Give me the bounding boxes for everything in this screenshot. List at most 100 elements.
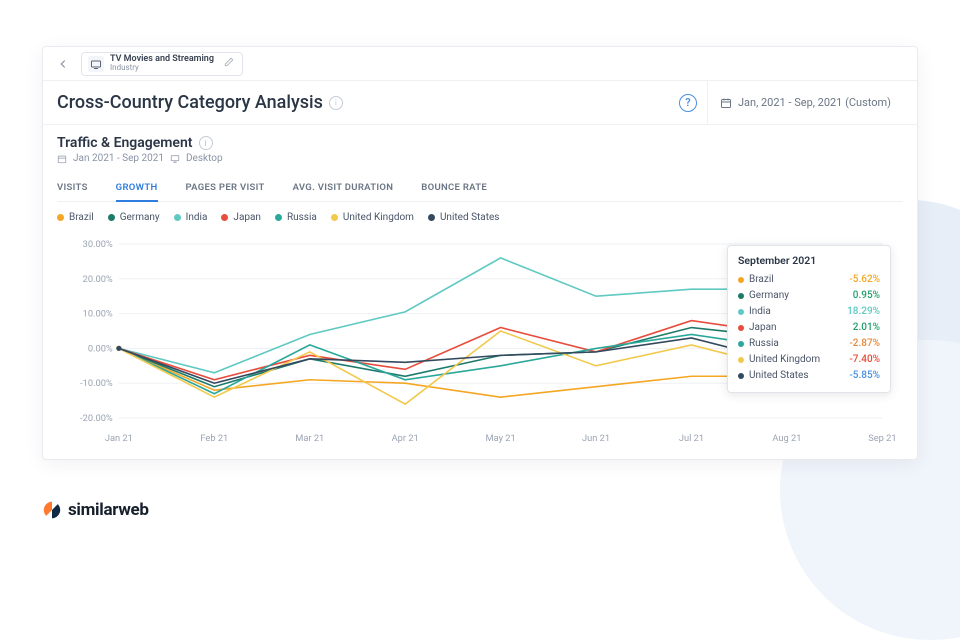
legend-label: Brazil [69,212,94,223]
svg-text:Feb 21: Feb 21 [200,434,228,444]
section-meta: Jan 2021 - Sep 2021 Desktop [57,153,903,164]
svg-text:Jul 21: Jul 21 [679,434,704,444]
chart-container: -20.00%-10.00%0.00%10.00%20.00%30.00%Jan… [57,227,903,447]
tooltip-row: Russia -2.87% [738,336,880,352]
logo-text: similarweb [68,500,149,520]
legend-item[interactable]: United Kingdom [331,212,414,223]
metric-tabs: VISITS GROWTH PAGES PER VISIT AVG. VISIT DU… [57,174,903,202]
tooltip-label: United States [749,368,809,384]
edit-icon[interactable] [224,57,234,70]
svg-text:10.00%: 10.00% [83,310,113,320]
date-range-selector[interactable]: Jan, 2021 - Sep, 2021 (Custom) [707,81,903,124]
legend-dot [108,214,115,221]
svg-text:Sep 21: Sep 21 [868,434,896,444]
legend-label: India [186,212,208,223]
svg-text:Jun 21: Jun 21 [582,434,610,444]
legend-label: United Kingdom [343,212,414,223]
tooltip-label: United Kingdom [749,352,820,368]
tooltip-row: Japan2.01% [738,320,880,336]
svg-text:Aug 21: Aug 21 [772,434,801,444]
tooltip-dot [738,293,744,299]
topbar: TV Movies and Streaming Industry [43,47,917,81]
content-area: Traffic & Engagement i Jan 2021 - Sep 20… [43,125,917,459]
legend-item[interactable]: Japan [221,212,261,223]
tab-growth[interactable]: GROWTH [116,174,158,201]
category-texts: TV Movies and Streaming Industry [110,55,214,72]
date-range-label: Jan, 2021 - Sep, 2021 (Custom) [738,96,891,109]
tooltip-value: 18.29% [847,304,880,320]
svg-text:0.00%: 0.00% [88,345,113,355]
titlebar: Cross-Country Category Analysis i ? Jan,… [43,81,917,125]
legend-label: Russia [287,212,317,223]
chart-legend: Brazil Germany India Japan Russia United King… [57,212,903,223]
tooltip-dot [738,325,744,331]
tooltip-dot [738,341,744,347]
section-header: Traffic & Engagement i Jan 2021 - Sep 20… [57,135,903,164]
legend-item[interactable]: United States [428,212,500,223]
tooltip-label: Germany [749,288,789,304]
legend-dot [428,214,435,221]
main-panel: TV Movies and Streaming Industry Cross-C… [42,46,918,460]
tooltip-row: United States -5.85% [738,368,880,384]
legend-dot [331,214,338,221]
svg-text:-20.00%: -20.00% [80,414,113,424]
svg-text:Apr 21: Apr 21 [392,434,419,444]
tooltip-value: 0.95% [853,288,880,304]
tab-visits[interactable]: VISITS [57,174,88,201]
tab-avg-visit-duration[interactable]: AVG. VISIT DURATION [293,174,394,201]
tooltip-row: Germany 0.95% [738,288,880,304]
category-subtitle: Industry [110,64,214,72]
tooltip-dot [738,309,744,315]
tooltip-row: United Kingdom -7.40% [738,352,880,368]
tooltip-value: -5.62% [849,272,880,288]
tooltip-label: India [749,304,771,320]
tooltip-value: 2.01% [853,320,880,336]
legend-label: United States [440,212,500,223]
tab-bounce-rate[interactable]: BOUNCE RATE [421,174,487,201]
back-button[interactable] [53,54,73,74]
section-info-icon[interactable]: i [199,136,213,150]
svg-text:20.00%: 20.00% [83,275,113,285]
tooltip-value: -5.85% [849,368,880,384]
logo-mark-icon [42,500,62,520]
section-title-row: Traffic & Engagement i [57,135,903,151]
tooltip-label: Brazil [749,272,774,288]
tooltip-dot [738,357,744,363]
section-device-meta: Desktop [186,153,223,164]
legend-dot [57,214,64,221]
svg-text:Jan 21: Jan 21 [105,434,133,444]
section-date-meta: Jan 2021 - Sep 2021 [73,153,164,164]
svg-text:-10.00%: -10.00% [80,379,113,389]
page-title: Cross-Country Category Analysis [57,92,323,113]
legend-item[interactable]: India [174,212,208,223]
tv-icon [88,56,104,72]
legend-label: Japan [233,212,261,223]
help-icon[interactable]: ? [679,94,697,112]
category-selector[interactable]: TV Movies and Streaming Industry [81,52,243,76]
brand-logo: similarweb [42,500,149,520]
tooltip-dot [738,373,744,379]
chart-tooltip: September 2021 Brazil-5.62%Germany0.95%I… [727,245,891,393]
tooltip-label: Russia [749,336,779,352]
legend-dot [221,214,228,221]
tooltip-dot [738,277,744,283]
tooltip-row: India 18.29% [738,304,880,320]
legend-dot [275,214,282,221]
svg-text:May 21: May 21 [486,434,516,444]
legend-label: Germany [120,212,160,223]
svg-text:Mar 21: Mar 21 [295,434,324,444]
legend-item[interactable]: Germany [108,212,160,223]
legend-item[interactable]: Brazil [57,212,94,223]
monitor-icon [170,154,180,164]
tab-pages-per-visit[interactable]: PAGES PER VISIT [186,174,265,201]
tooltip-value: -7.40% [849,352,880,368]
calendar-icon [720,97,732,109]
calendar-small-icon [57,154,67,164]
info-icon[interactable]: i [329,96,343,110]
section-title: Traffic & Engagement [57,135,193,151]
legend-item[interactable]: Russia [275,212,317,223]
legend-dot [174,214,181,221]
tooltip-value: -2.87% [849,336,880,352]
tooltip-title: September 2021 [738,254,880,267]
tooltip-row: Brazil -5.62% [738,272,880,288]
